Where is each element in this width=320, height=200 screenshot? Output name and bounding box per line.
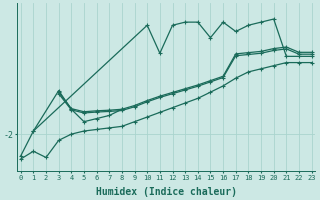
X-axis label: Humidex (Indice chaleur): Humidex (Indice chaleur) <box>96 186 237 197</box>
